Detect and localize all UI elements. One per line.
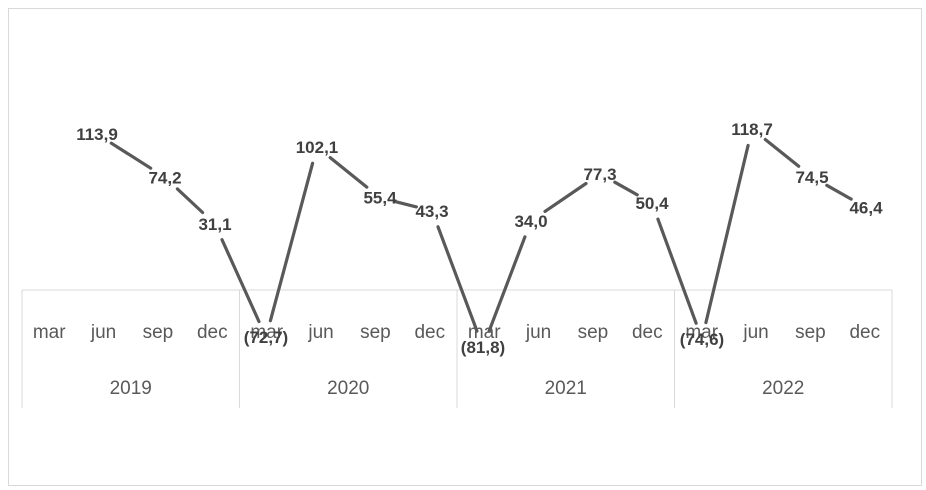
month-tick-label: mar — [250, 322, 283, 343]
line-segment — [394, 200, 418, 209]
data-label: (81,8) — [461, 338, 505, 357]
data-label: 46,4 — [849, 199, 883, 218]
month-tick-label: jun — [742, 322, 768, 343]
month-tick-label: mar — [33, 322, 66, 343]
month-tick-label: jun — [307, 322, 333, 343]
year-tick-label: 2020 — [327, 378, 369, 399]
data-label: 55,4 — [363, 189, 397, 208]
month-tick-label: dec — [849, 322, 880, 343]
line-segment — [436, 225, 479, 333]
year-tick-label: 2019 — [110, 378, 152, 399]
data-label: 74,5 — [795, 168, 828, 187]
line-segment — [704, 143, 750, 325]
data-label: 74,2 — [148, 168, 181, 187]
line-segment — [825, 183, 853, 201]
data-label: 113,9 — [76, 125, 118, 144]
month-tick-label: sep — [360, 322, 391, 343]
line-segment — [268, 161, 315, 323]
line-segment — [543, 181, 588, 213]
month-tick-label: sep — [143, 322, 174, 343]
line-segment — [763, 137, 801, 168]
line-segment — [220, 238, 261, 324]
data-label: 102,1 — [296, 138, 339, 157]
month-tick-label: mar — [685, 322, 718, 343]
data-label: 77,3 — [583, 165, 616, 184]
data-label: (74,6) — [680, 330, 724, 349]
year-tick-label: 2021 — [545, 378, 587, 399]
data-label: 50,4 — [635, 194, 669, 213]
month-tick-label: sep — [795, 322, 826, 343]
series-line — [109, 137, 853, 333]
data-label: 43,3 — [415, 202, 448, 221]
month-tick-label: jun — [90, 322, 116, 343]
month-tick-label: dec — [197, 322, 228, 343]
year-tick-label: 2022 — [762, 378, 804, 399]
data-label: (72,7) — [244, 328, 288, 347]
data-label: 34,0 — [514, 212, 547, 231]
line-segment — [656, 217, 698, 325]
line-segment — [487, 235, 527, 333]
category-axis: mar jun sep dec 2019 mar jun sep dec 2020 mar jun se… — [21, 289, 893, 408]
month-tick-label: sep — [578, 322, 609, 343]
data-labels: 113,9 74,2 31,1 (72,7) 102,1 55,4 43,3 (81,8) 34… — [76, 120, 883, 357]
month-tick-label: dec — [632, 322, 663, 343]
line-segment — [109, 141, 153, 170]
line-segment — [328, 156, 369, 189]
data-label: 31,1 — [198, 215, 231, 234]
month-tick-label: jun — [525, 322, 551, 343]
line-segment — [613, 180, 639, 197]
chart-area — [8, 8, 922, 486]
data-label: 118,7 — [731, 120, 773, 139]
month-tick-label: dec — [414, 322, 445, 343]
line-segment — [175, 187, 205, 215]
